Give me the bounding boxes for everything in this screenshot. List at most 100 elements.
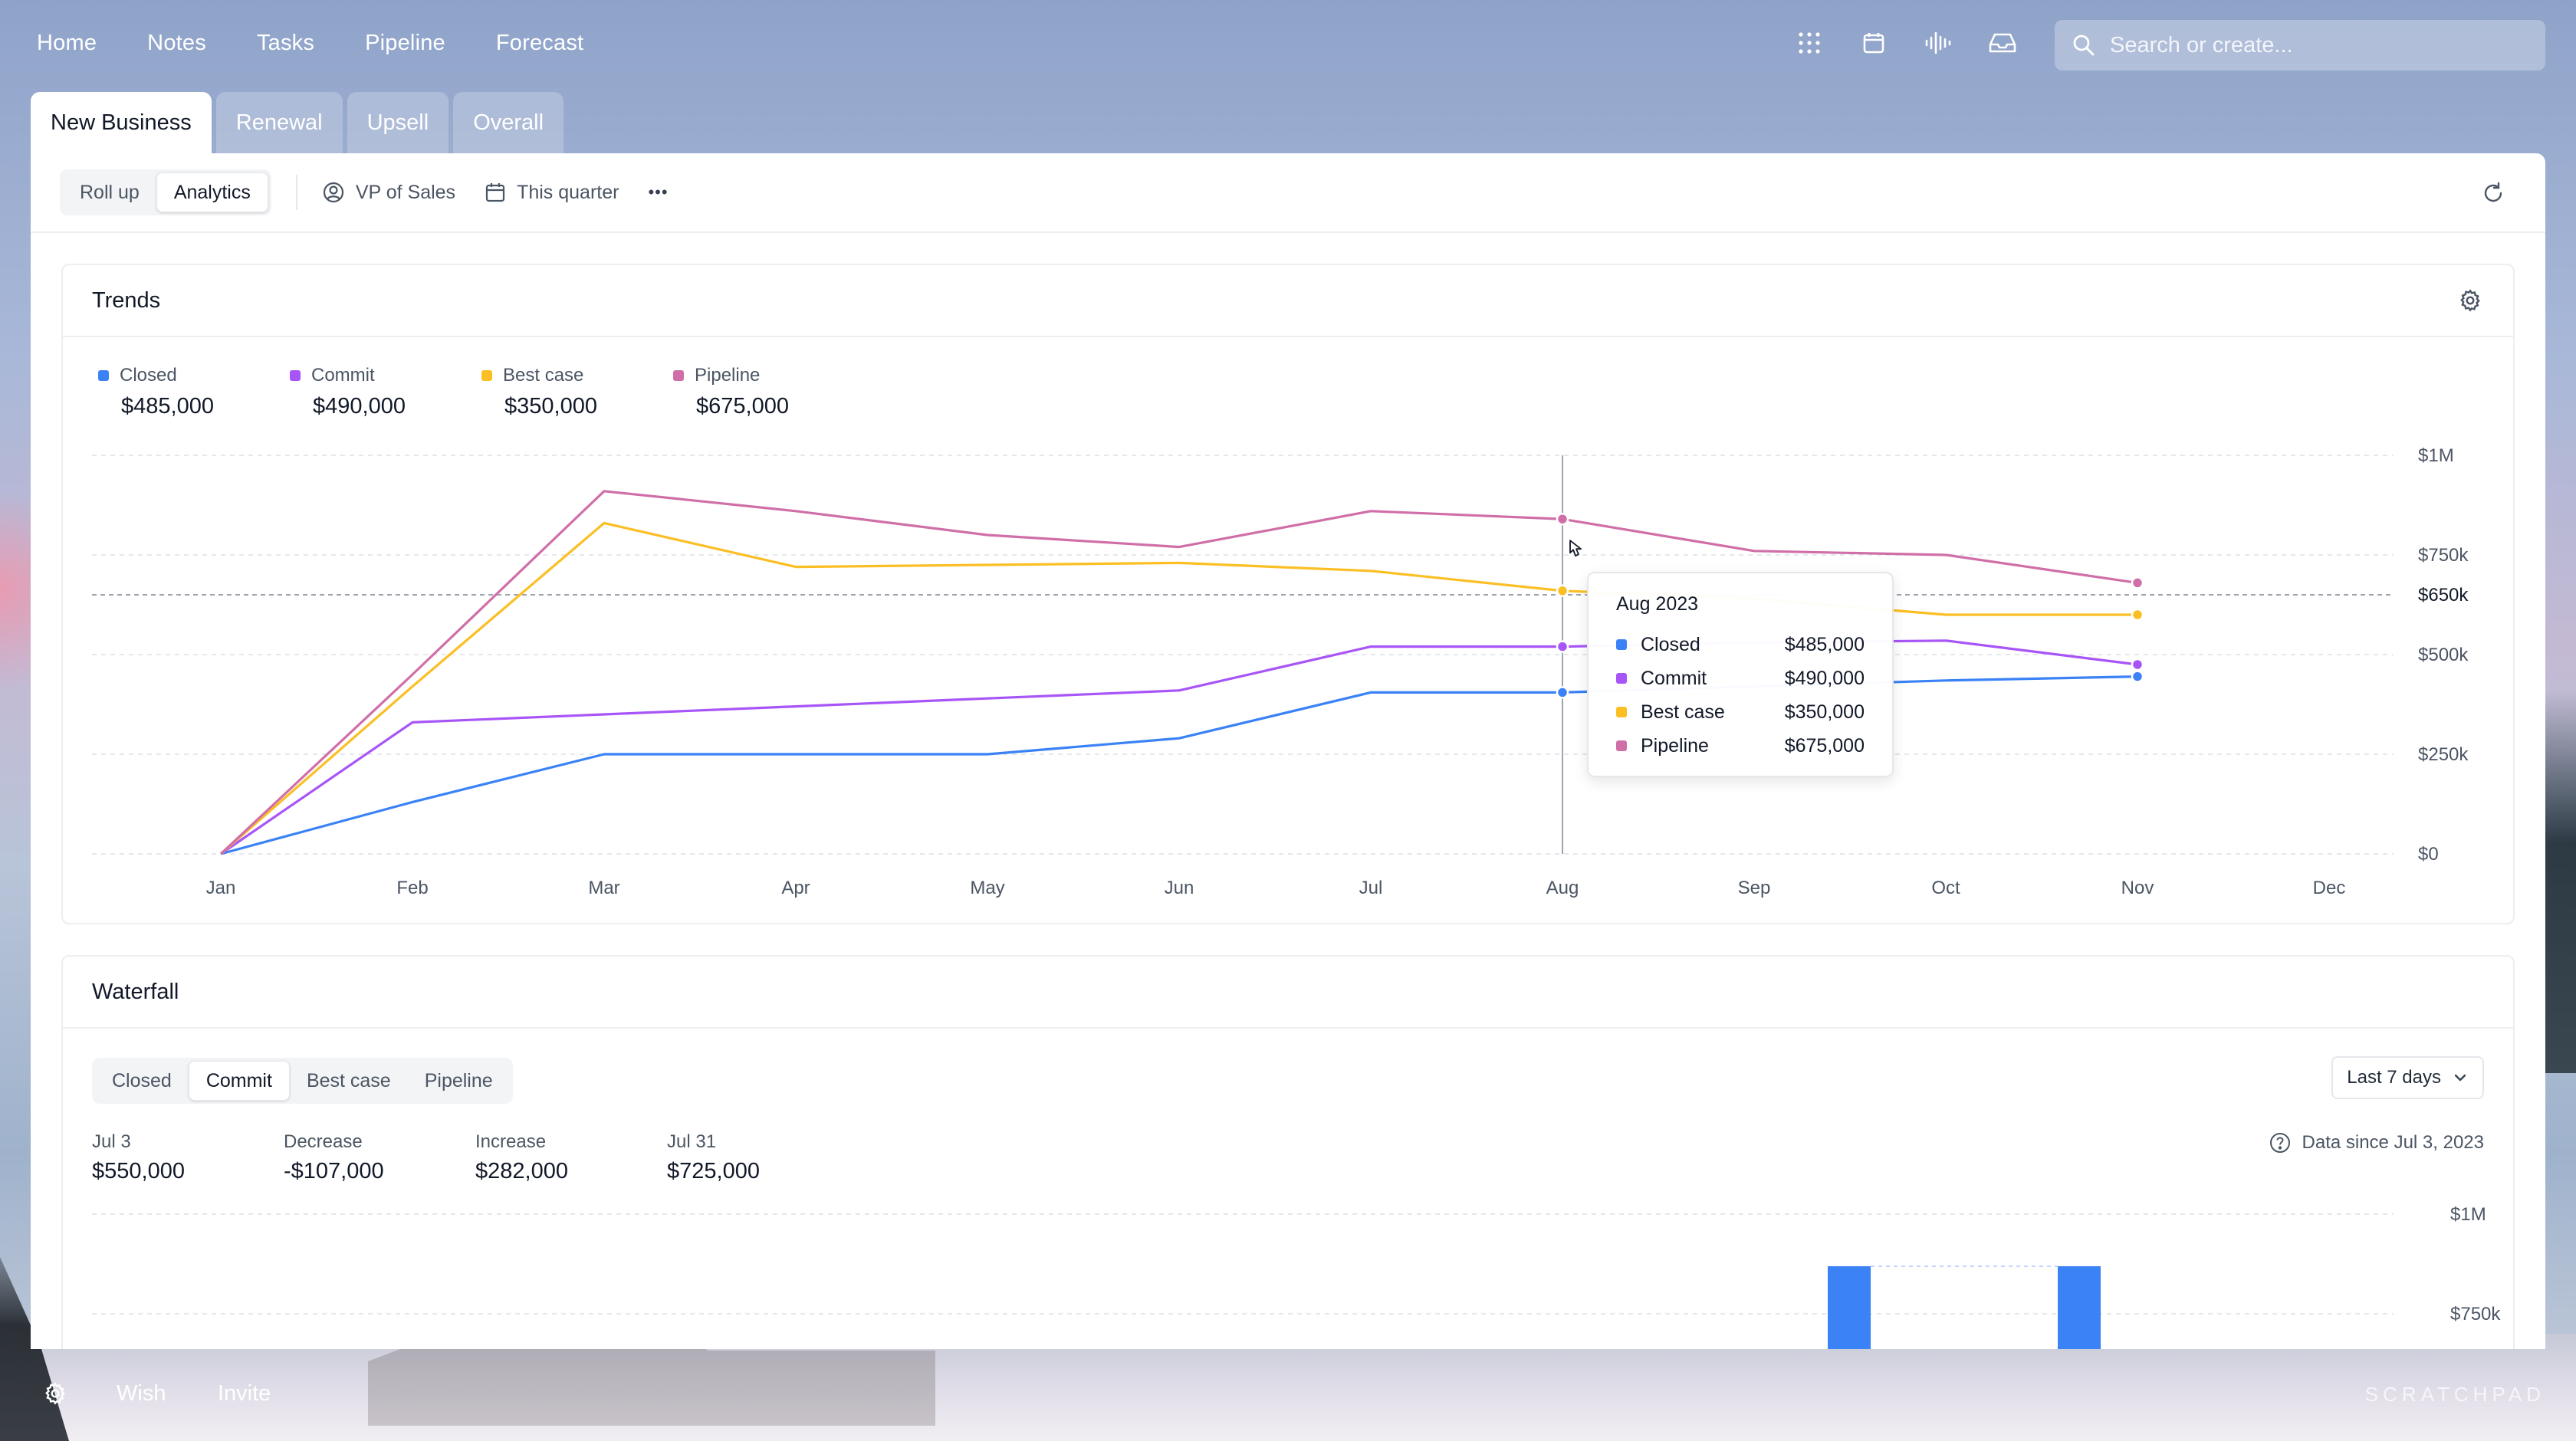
waterfall-bar[interactable]: [1828, 1266, 1871, 1349]
tooltip-row-value: $485,000: [1784, 633, 1865, 655]
role-filter-button[interactable]: VP of Sales: [322, 181, 455, 204]
data-point[interactable]: [1556, 640, 1569, 653]
nav-forecast[interactable]: Forecast: [495, 31, 584, 55]
x-tick-label: Jan: [206, 878, 236, 898]
waterfall-tab-closed[interactable]: Closed: [112, 1069, 172, 1091]
waterfall-chart[interactable]: $1M $750k: [63, 1187, 2513, 1349]
waterfall-header: Waterfall: [63, 957, 2513, 1029]
help-circle-icon[interactable]: [2269, 1131, 2292, 1154]
search-box[interactable]: [2055, 20, 2545, 71]
search-input[interactable]: [2110, 32, 2509, 58]
x-tick-label: Jun: [1165, 878, 1194, 898]
tab-renewal[interactable]: Renewal: [215, 92, 343, 153]
toolbar: Roll up Analytics VP of Sales This quart…: [31, 153, 2545, 233]
waterfall-tab-pipeline[interactable]: Pipeline: [424, 1069, 493, 1091]
main-card: Roll up Analytics VP of Sales This quart…: [31, 153, 2545, 1349]
waterfall-bar[interactable]: [2058, 1266, 2101, 1349]
waterfall-panel: Waterfall Closed Commit Best case Pipeli…: [61, 955, 2515, 1349]
bottom-bar: [0, 1349, 2576, 1441]
settings-gear-icon[interactable]: [43, 1381, 67, 1410]
best-case-swatch: [481, 370, 492, 381]
calendar-icon[interactable]: [1858, 28, 1889, 58]
waterfall-stat-start: Jul 3 $550,000: [92, 1131, 284, 1184]
x-tick-label: Nov: [2121, 878, 2154, 898]
commit-swatch: [1616, 673, 1627, 684]
waterfall-stats: Jul 3 $550,000 Decrease -$107,000 Increa…: [92, 1131, 859, 1184]
legend-pipeline[interactable]: Pipeline $675,000: [673, 365, 865, 419]
apps-grid-icon[interactable]: [1794, 28, 1825, 58]
closed-swatch: [1616, 639, 1627, 650]
legend-label: Pipeline: [695, 365, 761, 386]
period-filter-button[interactable]: This quarter: [485, 182, 619, 204]
refresh-icon[interactable]: [2481, 181, 2505, 209]
stat-label: Decrease: [284, 1131, 363, 1152]
more-options-button[interactable]: •••: [648, 182, 668, 202]
tooltip-title: Aug 2023: [1616, 593, 1699, 615]
y-tick-label: $1M: [2450, 1204, 2486, 1225]
date-range-dropdown[interactable]: Last 7 days: [2331, 1056, 2484, 1099]
commit-swatch: [290, 370, 301, 381]
data-point[interactable]: [2131, 576, 2144, 589]
roll-up-button[interactable]: Roll up: [80, 181, 140, 203]
closed-swatch: [98, 370, 109, 381]
legend-value: $490,000: [313, 394, 406, 419]
data-point[interactable]: [2131, 658, 2144, 671]
waterfall-stat-increase: Increase $282,000: [475, 1131, 667, 1184]
pipeline-swatch: [1616, 740, 1627, 751]
nav-home[interactable]: Home: [37, 31, 97, 55]
more-icon: •••: [648, 182, 669, 202]
data-point[interactable]: [1556, 512, 1569, 526]
tab-overall[interactable]: Overall: [453, 92, 564, 153]
stat-value: $282,000: [475, 1159, 568, 1183]
x-tick-label: Jul: [1359, 878, 1383, 898]
stat-label: Jul 31: [667, 1131, 717, 1152]
legend-best-case[interactable]: Best case $350,000: [481, 365, 673, 419]
analytics-button[interactable]: Analytics: [156, 172, 268, 212]
stat-value: -$107,000: [284, 1159, 384, 1183]
tab-upsell[interactable]: Upsell: [347, 92, 449, 153]
series-line-pipeline[interactable]: [219, 490, 2138, 855]
data-point[interactable]: [1556, 584, 1569, 598]
invite-link[interactable]: Invite: [218, 1381, 271, 1406]
waterfall-stat-end: Jul 31 $725,000: [667, 1131, 859, 1184]
pipeline-swatch: [673, 370, 684, 381]
stat-label: Jul 3: [92, 1131, 131, 1152]
x-tick-label: Dec: [2313, 878, 2346, 898]
data-point[interactable]: [1556, 686, 1569, 699]
y-tick-label: $1M: [2418, 445, 2454, 466]
legend-label: Best case: [503, 365, 584, 386]
nav-tasks[interactable]: Tasks: [256, 31, 315, 55]
tooltip-row-value: $490,000: [1784, 667, 1865, 689]
nav-notes[interactable]: Notes: [147, 31, 206, 55]
trends-chart[interactable]: $0 $250k $500k $750k $1M $650k Jan Feb Mar Apr May…: [63, 337, 2513, 920]
waterfall-series-tabs: Closed Commit Best case Pipeline: [92, 1058, 513, 1104]
tooltip-row-name: Pipeline: [1641, 734, 1709, 757]
y-tick-label: $250k: [2418, 744, 2469, 765]
legend-closed[interactable]: Closed $485,000: [98, 365, 290, 419]
tab-new-business[interactable]: New Business: [31, 92, 212, 153]
x-tick-label: Feb: [396, 878, 428, 898]
chart-tooltip: Aug 2023 Closed $485,000 Commit $490,000 B…: [1587, 572, 1894, 777]
tooltip-row-commit: Commit $490,000: [1616, 661, 1865, 695]
stat-label: Increase: [475, 1131, 547, 1152]
waterfall-tab-commit[interactable]: Commit: [188, 1061, 290, 1101]
inbox-icon[interactable]: [1987, 28, 2018, 58]
waterfall-tab-best-case[interactable]: Best case: [306, 1069, 391, 1091]
data-point[interactable]: [2131, 670, 2144, 683]
legend-commit[interactable]: Commit $490,000: [290, 365, 481, 419]
audio-wave-icon[interactable]: [1923, 28, 1953, 58]
gear-icon[interactable]: [2458, 288, 2482, 319]
best-case-swatch: [1616, 707, 1627, 717]
wish-link[interactable]: Wish: [117, 1381, 166, 1406]
tooltip-row-value: $350,000: [1784, 701, 1865, 723]
brand-watermark: SCRATCHPAD: [2364, 1383, 2545, 1406]
x-tick-label: Sep: [1738, 878, 1771, 898]
nav-pipeline[interactable]: Pipeline: [365, 31, 445, 55]
tooltip-row-best-case: Best case $350,000: [1616, 695, 1865, 729]
x-tick-label: Oct: [1931, 878, 1960, 898]
top-navigation: Home Notes Tasks Pipeline Forecast: [0, 0, 2576, 92]
stat-value: $550,000: [92, 1159, 185, 1183]
x-tick-label: May: [970, 878, 1004, 898]
data-point[interactable]: [2131, 608, 2144, 622]
role-filter-label: VP of Sales: [355, 181, 456, 203]
